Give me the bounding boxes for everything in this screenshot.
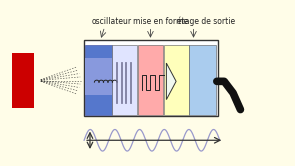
Bar [189,45,216,115]
Bar [12,53,34,108]
Bar [85,45,112,115]
Bar [138,45,163,115]
Bar [112,45,137,115]
Bar [84,40,218,116]
Bar [164,45,189,115]
Text: oscillateur: oscillateur [92,17,132,26]
Bar [85,58,112,95]
Text: mise en forme: mise en forme [133,17,188,26]
Text: étage de sortie: étage de sortie [177,16,236,26]
Polygon shape [166,63,176,100]
